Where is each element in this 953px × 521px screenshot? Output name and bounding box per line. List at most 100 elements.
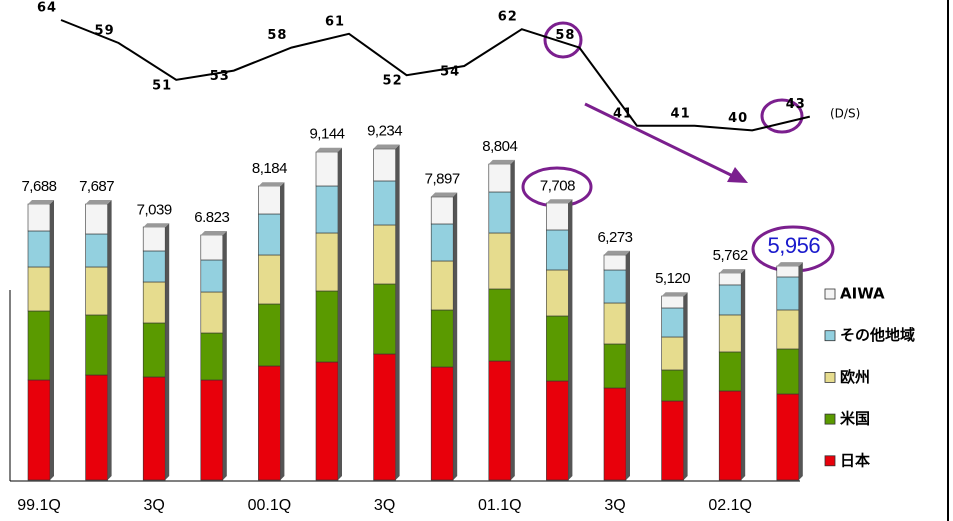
- bar-segment: [430, 223, 454, 262]
- ds-label: 54: [440, 65, 460, 80]
- bar-depth: [222, 231, 227, 480]
- bar-segment: [603, 302, 627, 345]
- bar-depth-top: [373, 144, 400, 149]
- ds-label: 43: [786, 97, 806, 112]
- line-unit: (D/S): [830, 107, 860, 121]
- total-label: 7,897: [425, 170, 460, 187]
- bar-depth-top: [719, 269, 746, 274]
- bar-segment: [258, 185, 281, 215]
- bar-depth: [453, 192, 458, 480]
- bar-segment: [200, 379, 224, 481]
- bar-segment: [200, 259, 224, 293]
- bar-segment: [315, 151, 339, 187]
- bar-segment: [27, 379, 51, 481]
- bar-segment: [85, 374, 108, 481]
- bar-segment: [718, 272, 742, 286]
- bar-segment: [488, 191, 512, 234]
- bar-depth: [510, 159, 515, 480]
- bar-depth: [165, 223, 170, 480]
- arrow-head: [727, 167, 748, 183]
- bar-segment: [85, 314, 108, 376]
- bar-depth: [568, 199, 573, 481]
- bar-segment: [546, 229, 569, 271]
- ds-label: 40: [728, 111, 748, 126]
- bar-depth: [741, 269, 746, 480]
- ds-label: 58: [267, 28, 287, 43]
- ds-label: 62: [498, 10, 518, 25]
- bar-depth: [50, 200, 54, 480]
- bar-segment: [603, 269, 627, 304]
- total-label: 7,688: [21, 178, 56, 195]
- bar-depth-top: [28, 200, 54, 204]
- bar-segment: [142, 226, 166, 252]
- highlight-circle: [760, 98, 804, 134]
- ds-label: 51: [152, 78, 172, 93]
- bar-segment: [603, 387, 627, 481]
- bar-segment: [142, 376, 166, 481]
- bar-segment: [661, 336, 684, 371]
- bar-segment: [603, 254, 627, 271]
- bar-segment: [488, 288, 512, 362]
- legend-swatch: [824, 330, 836, 342]
- legend-swatch: [824, 371, 836, 383]
- legend-label: 日本: [840, 451, 870, 469]
- total-label: 5,120: [655, 270, 690, 287]
- bar-segment: [718, 390, 742, 481]
- ds-label: 59: [95, 24, 115, 39]
- bar-segment: [200, 332, 224, 381]
- bar-depth: [395, 144, 400, 480]
- ds-line: [60, 19, 811, 132]
- legend-label: その他地域: [840, 326, 915, 344]
- bar-segment: [373, 283, 396, 355]
- total-label: 8,184: [252, 160, 287, 177]
- ds-label: 52: [383, 74, 403, 89]
- total-label: 6,273: [597, 229, 632, 246]
- total-label: 9,234: [367, 122, 402, 139]
- bar-depth: [338, 147, 342, 481]
- x-tick-label: 3Q: [604, 497, 625, 514]
- x-tick-label: 00.1Q: [248, 497, 292, 514]
- x-tick-label: 02.1Q: [708, 497, 752, 514]
- bar-segment: [776, 393, 800, 481]
- bar-segment: [546, 269, 569, 317]
- ds-label: 53: [210, 69, 230, 84]
- bar-segment: [315, 290, 339, 363]
- bar-depth-top: [316, 147, 342, 152]
- bar-segment: [661, 369, 684, 402]
- bar-segment: [546, 380, 569, 481]
- bar-segment: [603, 343, 627, 389]
- bar-segment: [27, 266, 51, 312]
- bar-depth: [626, 250, 630, 480]
- bar-depth-top: [143, 223, 170, 228]
- total-label: 7,687: [79, 178, 114, 195]
- bar-depth: [107, 200, 112, 481]
- ds-label: 64: [37, 1, 57, 16]
- x-tick-label: 99.1Q: [17, 497, 61, 514]
- bar-depth-top: [604, 250, 630, 255]
- bar-depth-top: [546, 199, 573, 204]
- total-label: 7,708: [540, 177, 575, 194]
- bar-segment: [142, 281, 166, 324]
- legend-swatch: [824, 455, 836, 467]
- total-label: 5,762: [713, 247, 748, 264]
- bar-segment: [776, 309, 800, 350]
- legend: 日本 米国 欧州 その他地域 AIWA: [824, 285, 915, 469]
- bar-segment: [661, 295, 684, 309]
- ds-label: 58: [555, 28, 575, 43]
- total-label: 7,039: [137, 201, 172, 218]
- bar-segment: [718, 314, 742, 353]
- bar-segment: [258, 365, 281, 481]
- x-tick-label: 3Q: [144, 497, 165, 514]
- legend-label: AIWA: [840, 285, 885, 303]
- bar-segment: [373, 224, 396, 285]
- legend-label: 米国: [840, 410, 870, 428]
- bar-segment: [142, 322, 166, 378]
- bar-segment: [85, 266, 108, 316]
- bar-depth-top: [85, 200, 112, 205]
- bar-segment: [200, 234, 224, 261]
- bar-segment: [776, 276, 800, 311]
- bar-depth-top: [431, 192, 458, 197]
- x-tick-label: 3Q: [374, 497, 395, 514]
- bar-segment: [85, 203, 108, 235]
- bar-segment: [200, 291, 224, 334]
